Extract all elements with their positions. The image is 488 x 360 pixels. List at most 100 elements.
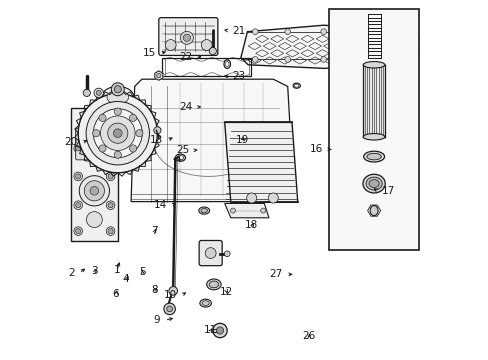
Circle shape [88, 120, 101, 132]
Text: 7: 7 [151, 226, 158, 236]
Ellipse shape [365, 177, 382, 190]
Circle shape [284, 29, 290, 35]
Bar [328, 9, 418, 250]
Ellipse shape [102, 86, 134, 108]
Circle shape [129, 114, 136, 122]
Circle shape [96, 90, 101, 95]
Ellipse shape [362, 174, 385, 193]
Circle shape [83, 89, 90, 96]
Circle shape [93, 109, 142, 158]
Ellipse shape [209, 281, 218, 288]
Circle shape [166, 306, 172, 312]
Text: 22: 22 [179, 52, 192, 62]
Polygon shape [71, 108, 118, 241]
Text: 8: 8 [151, 285, 158, 295]
Circle shape [113, 129, 122, 138]
Ellipse shape [202, 301, 209, 305]
Ellipse shape [363, 62, 384, 68]
Ellipse shape [363, 134, 384, 140]
Circle shape [106, 227, 115, 235]
Circle shape [212, 323, 227, 338]
Circle shape [90, 186, 99, 195]
Ellipse shape [199, 207, 209, 214]
Text: 17: 17 [381, 186, 394, 196]
Polygon shape [224, 203, 268, 218]
Circle shape [180, 31, 193, 44]
Text: 16: 16 [309, 144, 322, 154]
Circle shape [205, 248, 216, 258]
Circle shape [74, 227, 82, 235]
Text: 15: 15 [142, 48, 155, 58]
Circle shape [92, 130, 100, 137]
Circle shape [107, 123, 127, 143]
Circle shape [108, 174, 113, 179]
Circle shape [76, 146, 81, 151]
Circle shape [74, 172, 82, 181]
Text: 19: 19 [236, 135, 249, 145]
Circle shape [209, 48, 216, 55]
Ellipse shape [369, 206, 377, 216]
Circle shape [78, 94, 157, 173]
Circle shape [99, 114, 106, 122]
Circle shape [114, 108, 121, 115]
Circle shape [114, 86, 121, 93]
Bar [363, 65, 384, 137]
Circle shape [168, 287, 177, 295]
Circle shape [86, 212, 102, 228]
Text: 3: 3 [90, 266, 97, 276]
Circle shape [252, 57, 258, 62]
Polygon shape [131, 79, 292, 202]
Polygon shape [241, 25, 410, 68]
Circle shape [165, 40, 176, 50]
Text: 12: 12 [220, 287, 233, 297]
Circle shape [392, 57, 398, 62]
Circle shape [320, 29, 326, 35]
Circle shape [106, 172, 115, 181]
Text: 9: 9 [153, 315, 160, 325]
Text: 2: 2 [68, 268, 75, 278]
Text: 21: 21 [232, 26, 245, 36]
Text: 5: 5 [139, 267, 145, 277]
Circle shape [356, 29, 362, 35]
Circle shape [99, 145, 106, 152]
Circle shape [94, 88, 103, 98]
Text: 24: 24 [179, 102, 192, 112]
Text: 4: 4 [122, 274, 129, 284]
Ellipse shape [368, 180, 378, 188]
FancyBboxPatch shape [76, 128, 113, 160]
Text: 14: 14 [154, 200, 167, 210]
Text: 6: 6 [112, 289, 119, 299]
Text: 20: 20 [64, 137, 77, 147]
FancyBboxPatch shape [199, 240, 222, 266]
Circle shape [108, 229, 113, 234]
Circle shape [86, 102, 149, 165]
FancyBboxPatch shape [159, 18, 218, 55]
Circle shape [79, 176, 109, 206]
Text: 1: 1 [113, 265, 120, 275]
Ellipse shape [107, 90, 128, 104]
Circle shape [201, 40, 212, 50]
Circle shape [183, 34, 190, 41]
Ellipse shape [366, 153, 381, 160]
Text: 26: 26 [302, 331, 315, 341]
Ellipse shape [200, 299, 211, 307]
Circle shape [224, 251, 230, 257]
Circle shape [108, 146, 113, 151]
Circle shape [76, 229, 81, 234]
Text: 13: 13 [149, 135, 163, 145]
Circle shape [163, 303, 175, 315]
Circle shape [246, 193, 256, 203]
Text: 11: 11 [203, 325, 217, 335]
Polygon shape [161, 20, 215, 53]
Ellipse shape [124, 123, 136, 140]
Ellipse shape [201, 208, 207, 213]
Circle shape [216, 327, 223, 334]
Circle shape [106, 201, 115, 210]
Circle shape [114, 151, 121, 158]
Circle shape [76, 203, 81, 208]
Text: 18: 18 [244, 220, 258, 230]
Circle shape [156, 73, 161, 78]
Circle shape [284, 57, 290, 62]
Text: 27: 27 [269, 269, 282, 279]
Ellipse shape [121, 118, 139, 145]
